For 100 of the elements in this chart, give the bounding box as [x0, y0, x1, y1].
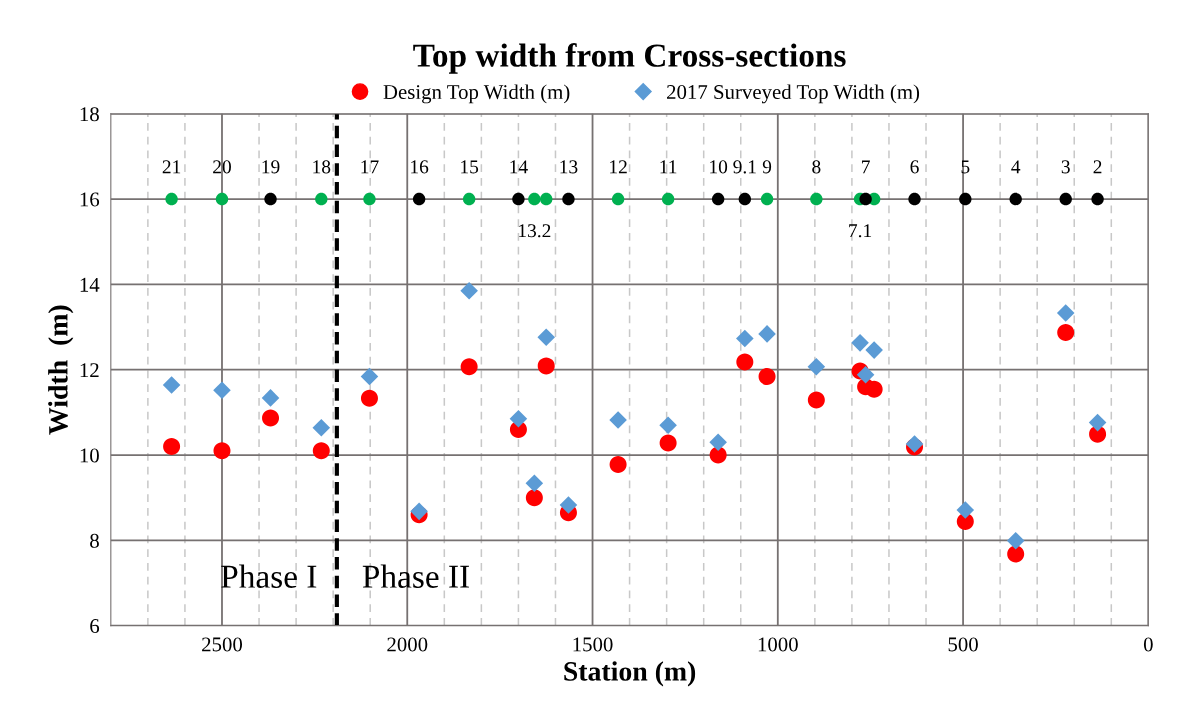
- annotation: 13.2: [519, 224, 551, 238]
- annotation: 7: [862, 160, 870, 174]
- annotation: 15: [461, 160, 479, 174]
- y-tick-label: 14: [80, 277, 100, 292]
- point: [709, 433, 727, 452]
- point: [609, 411, 627, 429]
- point: [758, 325, 776, 343]
- x-tick-label: 2000: [387, 637, 428, 652]
- y-tick-label: 10: [80, 448, 99, 463]
- annotation: 13: [560, 160, 578, 174]
- point: [659, 434, 677, 452]
- point: [1056, 304, 1075, 322]
- point: [1088, 413, 1107, 432]
- point: [738, 192, 752, 206]
- point: [312, 442, 330, 460]
- legend-label: 2017 Surveyed Top Width (m): [667, 84, 920, 104]
- point: [462, 192, 476, 206]
- point: [315, 192, 328, 206]
- annotation: 20: [213, 160, 231, 174]
- point: [1006, 532, 1025, 550]
- annotation: 5: [961, 160, 970, 174]
- point: [537, 328, 555, 347]
- point: [609, 455, 627, 473]
- point: [908, 192, 921, 206]
- point: [758, 368, 776, 386]
- point: [312, 418, 331, 437]
- point: [760, 192, 774, 206]
- point: [264, 192, 277, 206]
- point: [865, 341, 883, 359]
- point: [810, 192, 823, 206]
- point: [460, 282, 478, 300]
- point: [540, 192, 553, 206]
- point: [1059, 192, 1072, 206]
- point: [460, 358, 478, 376]
- chart-title: Top width from Cross-sections: [413, 43, 846, 74]
- y-tick-label: 18: [80, 107, 99, 122]
- legend-label: Design Top Width (m): [383, 84, 570, 104]
- point: [213, 381, 231, 399]
- annotation: Phase I: [221, 564, 317, 588]
- point: [859, 192, 872, 206]
- point: [1009, 192, 1022, 206]
- point: [956, 501, 975, 519]
- point: [163, 438, 181, 456]
- point: [512, 192, 525, 206]
- point: [363, 192, 376, 206]
- point: [807, 391, 825, 409]
- annotation: 9: [762, 160, 772, 174]
- annotation: 19: [262, 160, 280, 174]
- y-tick-label: 12: [80, 363, 99, 377]
- point: [959, 192, 972, 206]
- point: [711, 192, 725, 206]
- point: [525, 489, 543, 507]
- point: [1091, 192, 1104, 206]
- point: [213, 442, 231, 460]
- point: [360, 367, 379, 386]
- annotation: 18: [313, 160, 331, 174]
- point: [261, 389, 280, 407]
- point: [856, 366, 875, 384]
- annotation: 16: [411, 160, 429, 174]
- point: [659, 416, 677, 434]
- annotation: 8: [812, 160, 821, 174]
- x-axis-title: Station (m): [564, 661, 696, 687]
- point: [410, 502, 428, 521]
- y-tick-label: 8: [90, 533, 99, 548]
- point: [412, 192, 426, 206]
- annotation: 2: [1093, 160, 1102, 174]
- point: [865, 380, 883, 398]
- x-tick-label: 1500: [573, 637, 613, 652]
- point: [262, 409, 280, 427]
- annotation: 11: [660, 160, 677, 174]
- point: [559, 496, 578, 514]
- annotation: 9.1: [733, 160, 756, 174]
- point: [215, 192, 229, 206]
- point: [807, 357, 826, 376]
- y-tick-label: 16: [80, 192, 100, 207]
- point: [661, 192, 675, 206]
- point: [360, 389, 378, 407]
- annotation: 3: [1061, 160, 1070, 174]
- x-tick-label: 1000: [758, 637, 798, 652]
- y-axis-title: Width (m): [48, 305, 74, 435]
- annotation: 7.1: [849, 224, 872, 238]
- annotation: 21: [162, 160, 181, 174]
- annotation: 12: [610, 160, 627, 174]
- point: [537, 357, 555, 375]
- point: [851, 334, 869, 352]
- point: [528, 192, 541, 206]
- point: [611, 192, 625, 206]
- point: [736, 353, 754, 371]
- point: [509, 410, 528, 428]
- point: [1007, 545, 1025, 563]
- point: [525, 474, 544, 492]
- annotation: 4: [1011, 160, 1021, 174]
- x-tick-label: 500: [948, 637, 978, 652]
- annotation: 6: [910, 160, 919, 174]
- x-tick-label: 0: [1143, 637, 1153, 652]
- y-tick-label: 6: [90, 619, 100, 634]
- x-tick-label: 2500: [202, 637, 243, 652]
- point: [162, 376, 181, 394]
- point: [165, 192, 178, 206]
- point: [1057, 324, 1075, 342]
